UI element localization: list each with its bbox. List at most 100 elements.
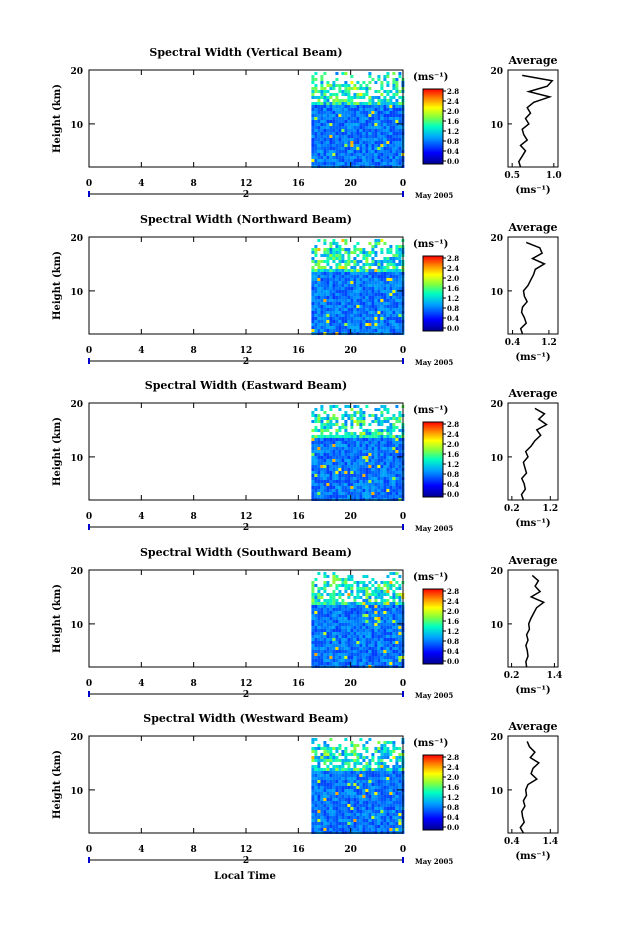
heatmap-cell [386, 459, 390, 462]
heatmap-cell [386, 117, 390, 120]
heatmap-cell [368, 138, 372, 141]
heatmap-cell [332, 816, 336, 819]
heatmap-cell [374, 429, 378, 432]
heatmap-cell [365, 102, 369, 105]
heatmap-cell [347, 816, 351, 819]
heatmap-cell [335, 308, 339, 311]
heatmap-cell [395, 156, 399, 159]
heatmap-cell [314, 462, 318, 465]
heatmap-cell [332, 483, 336, 486]
profile-title: Average [507, 387, 557, 400]
heatmap-cell [311, 453, 315, 456]
heatmap-cell [317, 620, 321, 623]
heatmap-cell [359, 414, 363, 417]
heatmap-cell [332, 444, 336, 447]
heatmap-cell [344, 314, 348, 317]
heatmap-cell [377, 825, 381, 828]
heatmap-cell [392, 275, 396, 278]
heatmap-cell [347, 135, 351, 138]
heatmap-cell [398, 150, 402, 153]
heatmap-cell [389, 795, 393, 798]
heatmap-cell [377, 156, 381, 159]
heatmap-cell [347, 638, 351, 641]
heatmap-cell [353, 465, 357, 468]
heatmap-cell [347, 96, 351, 99]
heatmap-cell [350, 801, 354, 804]
heatmap-cell [350, 659, 354, 662]
heatmap-cell [395, 789, 399, 792]
heatmap-cell [389, 777, 393, 780]
heatmap-cell [359, 305, 363, 308]
heatmap-cell [338, 632, 342, 635]
heatmap-cells [311, 72, 405, 168]
heatmap-cell [377, 423, 381, 426]
heatmap-cell [344, 269, 348, 272]
heatmap-cell [323, 126, 327, 129]
heatmap-cell [359, 156, 363, 159]
colorbar-unit: (ms⁻¹) [413, 72, 448, 83]
heatmap-cell [332, 150, 336, 153]
profile-line [517, 74, 554, 168]
colorbar-tick-label: 2.4 [447, 264, 459, 273]
heatmap-cell [323, 462, 327, 465]
heatmap-cell [392, 489, 396, 492]
heatmap-cell [353, 596, 357, 599]
heatmap-cell [395, 269, 399, 272]
heatmap-cell [365, 105, 369, 108]
heatmap-cell [323, 111, 327, 114]
heatmap-cell [368, 287, 372, 290]
heatmap-cell [389, 275, 393, 278]
heatmap-cell [392, 105, 396, 108]
heatmap-cell [386, 656, 390, 659]
heatmap-cell [314, 819, 318, 822]
heatmap-cell [326, 153, 330, 156]
heatmap-cell [311, 825, 315, 828]
heatmap-cell [332, 284, 336, 287]
heatmap-cell [317, 141, 321, 144]
heatmap-cell [338, 326, 342, 329]
heatmap-cell [371, 641, 375, 644]
heatmap-cell [395, 144, 399, 147]
heatmap-cell [377, 480, 381, 483]
heatmap-cell [365, 438, 369, 441]
profile-y-tick-label: 10 [490, 787, 503, 797]
heatmap-cell [326, 659, 330, 662]
heatmap-cell [344, 239, 348, 242]
heatmap-cell [311, 828, 315, 831]
heatmap-cell [353, 150, 357, 153]
heatmap-cell [335, 293, 339, 296]
heatmap-cell [344, 759, 348, 762]
heatmap-cell [395, 293, 399, 296]
heatmap-cell [323, 93, 327, 96]
heatmap-cell [368, 471, 372, 474]
heatmap-cell [380, 614, 384, 617]
heatmap-cell [368, 644, 372, 647]
heatmap-cell [338, 90, 342, 93]
heatmap-cell [323, 465, 327, 468]
heatmap-cell [329, 441, 333, 444]
heatmap-cell [365, 750, 369, 753]
heatmap-cell [383, 284, 387, 287]
heatmap-cell [344, 617, 348, 620]
heatmap-cell [320, 623, 324, 626]
heatmap-cell [380, 275, 384, 278]
colorbar-tick-label: 2.8 [447, 87, 459, 96]
heatmap-cell [323, 626, 327, 629]
heatmap-cell [362, 747, 366, 750]
heatmap-cell [314, 795, 318, 798]
heatmap-cell [389, 162, 393, 165]
heatmap-cell [380, 438, 384, 441]
heatmap-cell [377, 293, 381, 296]
heatmap-cell [335, 99, 339, 102]
panel-2: Spectral Width (Eastward Beam)0 4 8 12 16 20 0… [52, 379, 559, 533]
heatmap-cell [362, 777, 366, 780]
heatmap-cell [338, 159, 342, 162]
heatmap-cell [389, 126, 393, 129]
heatmap-cell [386, 156, 390, 159]
heatmap-cell [341, 620, 345, 623]
heatmap-cell [368, 813, 372, 816]
heatmap-cell [365, 771, 369, 774]
heatmap-cell [374, 135, 378, 138]
x-tick-label: 4 [138, 512, 144, 522]
colorbar-tick-label: 2.0 [447, 107, 459, 116]
